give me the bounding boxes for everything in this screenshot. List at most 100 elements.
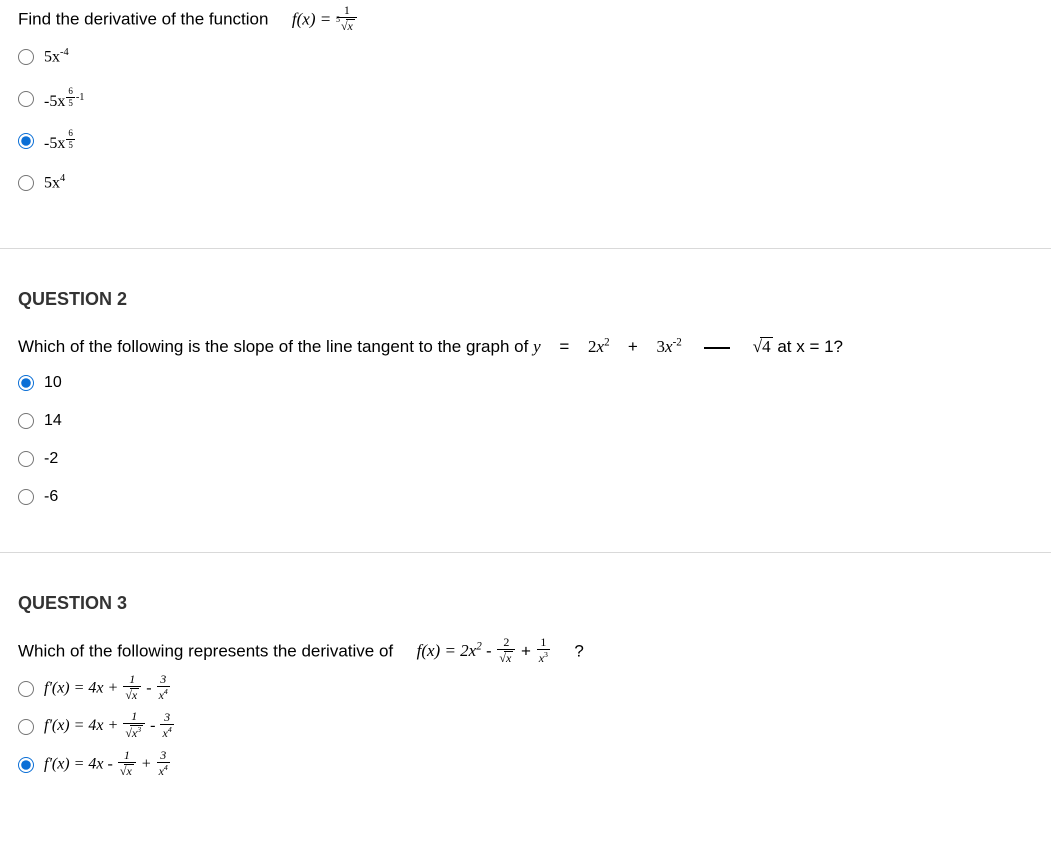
d: x3 [537, 650, 550, 664]
q1-option-b[interactable]: -5x65-1 [18, 84, 1033, 114]
q2-prompt: Which of the following is the slope of t… [18, 334, 1033, 360]
d: √x [118, 763, 136, 777]
mid: - [146, 679, 155, 696]
q1-option-c[interactable]: -5x65 [18, 126, 1033, 156]
f1: 1√x3 [123, 710, 145, 739]
q1-prompt: Find the derivative of the function f(x)… [18, 6, 1033, 34]
q2-header: QUESTION 2 [18, 289, 1033, 310]
v: x [597, 337, 605, 356]
q3-options: f'(x) = 4x + 1√x - 3x4 f'(x) = 4x + 1√x3… [18, 674, 1033, 780]
opt-text: 5x [44, 49, 60, 66]
q3-frac1: 2 √x [497, 636, 515, 664]
q2-option-d[interactable]: -6 [18, 482, 1033, 512]
t: -1 [76, 92, 85, 103]
s: 2 [604, 336, 610, 348]
q1-frac-den: 5 √x [337, 18, 357, 32]
q2-radio-a[interactable] [18, 375, 34, 391]
f1: 1√x [123, 673, 141, 701]
q3-frac2: 1 x3 [537, 636, 550, 664]
q3-prompt: Which of the following represents the de… [18, 638, 1033, 666]
d: √x [497, 650, 515, 664]
lhs: f'(x) = 4x + [44, 679, 118, 696]
q3-option-a-label: f'(x) = 4x + 1√x - 3x4 [44, 675, 171, 703]
q2-term-b: 3x-2 [657, 337, 687, 356]
page: Find the derivative of the function f(x)… [0, 0, 1051, 782]
plus: + [521, 641, 536, 660]
r: x [504, 651, 513, 664]
opt-sup: 65 [65, 134, 76, 145]
q3-option-a[interactable]: f'(x) = 4x + 1√x - 3x4 [18, 674, 1033, 704]
fifth-root: 5 √x [339, 19, 355, 32]
q2-option-c-label: -2 [44, 450, 58, 468]
f2: 3x4 [160, 711, 173, 739]
radicand: x [346, 19, 355, 32]
mid: - [150, 717, 159, 734]
q2-option-a-label: 10 [44, 374, 62, 392]
d: x4 [157, 687, 170, 701]
q3-option-c[interactable]: f'(x) = 4x - 1√x + 3x4 [18, 750, 1033, 780]
q2-tail: at x = 1? [777, 337, 843, 356]
n: 6 [66, 129, 75, 140]
f2: 3x4 [157, 749, 170, 777]
q2-var: y [533, 337, 541, 356]
n: 1 [123, 710, 145, 724]
q1-radio-a[interactable] [18, 49, 34, 65]
c: 2 [588, 337, 597, 356]
q3-radio-a[interactable] [18, 681, 34, 697]
opt-text: -5x [44, 93, 65, 110]
s: 4 [164, 763, 168, 772]
q2-radio-c[interactable] [18, 451, 34, 467]
s: 2 [476, 640, 482, 652]
s: 3 [544, 650, 548, 659]
opt-sup: 65-1 [65, 92, 84, 103]
q3-prompt-text: Which of the following represents the de… [18, 641, 393, 660]
q2-radio-b[interactable] [18, 413, 34, 429]
d: √x3 [123, 724, 145, 739]
lhs: f'(x) = 4x - [44, 755, 113, 772]
q1-func-lhs: f(x) = [292, 9, 331, 28]
opt-sup: -4 [60, 47, 69, 58]
q3-func: f(x) = 2x2 [417, 641, 486, 660]
d: x4 [157, 763, 170, 777]
q1-option-a-label: 5x-4 [44, 47, 69, 66]
q2-radio-d[interactable] [18, 489, 34, 505]
d: 5 [66, 140, 75, 150]
q3-option-b[interactable]: f'(x) = 4x + 1√x3 - 3x4 [18, 712, 1033, 742]
opt-text: 5x [44, 175, 60, 192]
r: x [124, 764, 133, 777]
q3-option-c-label: f'(x) = 4x - 1√x + 3x4 [44, 751, 171, 779]
q2-option-d-label: -6 [44, 488, 58, 506]
s: 4 [164, 687, 168, 696]
q1-option-a[interactable]: 5x-4 [18, 42, 1033, 72]
q3-radio-b[interactable] [18, 719, 34, 735]
q2-options: 10 14 -2 -6 [18, 368, 1033, 512]
n: 3 [157, 749, 170, 763]
q1-option-d[interactable]: 5x4 [18, 168, 1033, 198]
mid: + [141, 755, 156, 772]
r: x3 [130, 725, 143, 739]
plus: + [628, 337, 638, 356]
minus: - [486, 641, 496, 660]
q3-radio-c[interactable] [18, 757, 34, 773]
s: -2 [673, 336, 682, 348]
q3-qmark: ? [574, 641, 583, 660]
question-3: QUESTION 3 Which of the following repres… [0, 553, 1051, 782]
q2-option-a[interactable]: 10 [18, 368, 1033, 398]
q3-option-b-label: f'(x) = 4x + 1√x3 - 3x4 [44, 712, 175, 741]
n: 1 [118, 749, 136, 763]
v: x [665, 337, 673, 356]
q1-radio-c[interactable] [18, 133, 34, 149]
q1-option-c-label: -5x65 [44, 129, 76, 153]
d: x4 [160, 725, 173, 739]
q1-radio-d[interactable] [18, 175, 34, 191]
q3-header: QUESTION 3 [18, 593, 1033, 614]
q1-option-b-label: -5x65-1 [44, 87, 84, 111]
q1-prompt-text: Find the derivative of the function [18, 9, 268, 28]
q1-radio-b[interactable] [18, 91, 34, 107]
q2-option-c[interactable]: -2 [18, 444, 1033, 474]
q1-option-d-label: 5x4 [44, 173, 65, 192]
q2-option-b[interactable]: 14 [18, 406, 1033, 436]
root-index: 5 [336, 16, 340, 24]
n: 1 [123, 673, 141, 687]
q1-fraction: 1 5 √x [337, 4, 357, 32]
